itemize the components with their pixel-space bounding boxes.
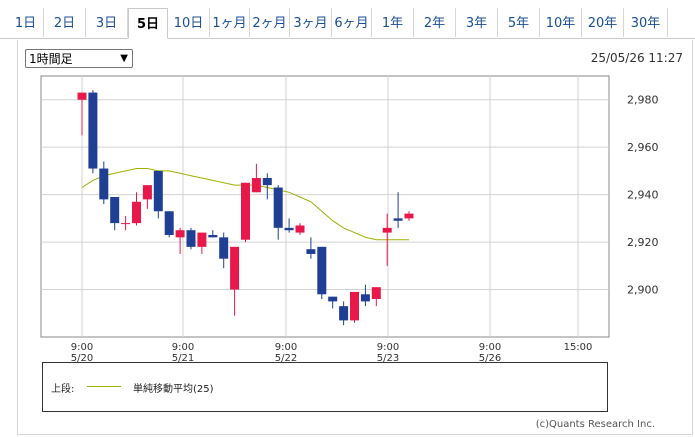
tab-5[interactable]: 1ヶ月: [210, 8, 250, 37]
tab-7[interactable]: 3ヶ月: [290, 8, 332, 37]
candle-body: [371, 287, 381, 300]
y-tick-label: 2,900: [627, 284, 659, 297]
candle-body: [241, 182, 250, 240]
candle-body: [230, 246, 240, 290]
chart-panel: [17, 40, 693, 435]
candle-body: [219, 237, 229, 259]
candle-body: [164, 211, 174, 235]
candle-body: [382, 227, 392, 233]
x-tick-date: 5/22: [275, 353, 297, 364]
tab-6[interactable]: 2ヶ月: [250, 8, 290, 37]
candle-body: [295, 225, 305, 233]
tab-4[interactable]: 10日: [168, 8, 210, 37]
candle-body: [393, 218, 403, 221]
legend-ma-swatch: [87, 386, 121, 387]
x-tick-date: 5/20: [71, 353, 93, 364]
candle-body: [328, 296, 338, 302]
y-tick-label: 2,940: [627, 189, 659, 202]
x-tick-time: 9:00: [172, 342, 194, 353]
interval-select[interactable]: 1時間足 ▼: [25, 49, 133, 68]
y-tick-label: 2,960: [627, 141, 659, 154]
candle-body: [339, 306, 349, 321]
x-tick-date: 5/21: [172, 353, 194, 364]
candle-body: [262, 178, 272, 186]
tab-9[interactable]: 1年: [372, 8, 414, 37]
tab-10[interactable]: 2年: [414, 8, 456, 37]
candle-body: [350, 291, 359, 321]
y-tick-label: 2,980: [627, 94, 659, 107]
legend-box: 上段: 単純移動平均(25): [42, 362, 608, 412]
tab-13[interactable]: 10年: [540, 8, 582, 37]
tab-12[interactable]: 5年: [498, 8, 540, 37]
tab-8[interactable]: 6ヶ月: [332, 8, 372, 37]
x-tick-time: 9:00: [377, 342, 399, 353]
tab-14[interactable]: 20年: [582, 8, 624, 37]
legend-ma-label: 単純移動平均(25): [133, 384, 214, 395]
x-tick-time: 9:00: [479, 342, 501, 353]
candle-body: [197, 232, 207, 247]
candle-body: [284, 227, 294, 231]
candle-body: [317, 246, 327, 295]
period-tabs: 1日 2日 3日 5日 10日 1ヶ月 2ヶ月 3ヶ月 6ヶ月 1年 2年 3年 5年 10年 20年 30年: [0, 8, 695, 39]
candle-body: [77, 92, 87, 100]
candle-body: [360, 294, 370, 302]
candle-body: [153, 170, 163, 212]
candle-body: [251, 178, 261, 193]
candle-body: [208, 234, 218, 238]
x-tick-time: 15:00: [564, 342, 593, 353]
candle-body: [186, 230, 196, 247]
x-tick-time: 9:00: [275, 342, 297, 353]
tab-0[interactable]: 1日: [8, 8, 44, 37]
plot-area: [40, 75, 610, 338]
candle-body: [121, 223, 131, 225]
tab-3[interactable]: 5日: [128, 8, 168, 39]
chart-datetime: 25/05/26 11:27: [590, 51, 683, 65]
candle-body: [306, 249, 316, 254]
candle-body: [175, 230, 185, 238]
candle-body: [142, 185, 152, 200]
candle-body: [88, 92, 98, 169]
x-tick-date: 5/26: [479, 353, 501, 364]
chevron-down-icon: ▼: [120, 53, 128, 64]
candle-body: [110, 197, 120, 224]
legend-prefix: 上段:: [51, 384, 75, 395]
copyright-text: (c)Quants Research Inc.: [535, 419, 655, 430]
tab-15[interactable]: 30年: [624, 8, 668, 37]
tab-11[interactable]: 3年: [456, 8, 498, 37]
tab-1[interactable]: 2日: [44, 8, 86, 37]
interval-select-value: 1時間足: [29, 52, 73, 66]
candle-body: [273, 187, 283, 228]
tab-2[interactable]: 3日: [86, 8, 128, 37]
x-tick-date: 5/23: [377, 353, 399, 364]
x-tick-time: 9:00: [71, 342, 93, 353]
candle-body: [99, 168, 109, 200]
y-tick-label: 2,920: [627, 236, 659, 249]
candle-body: [404, 213, 414, 219]
candle-body: [132, 201, 141, 224]
